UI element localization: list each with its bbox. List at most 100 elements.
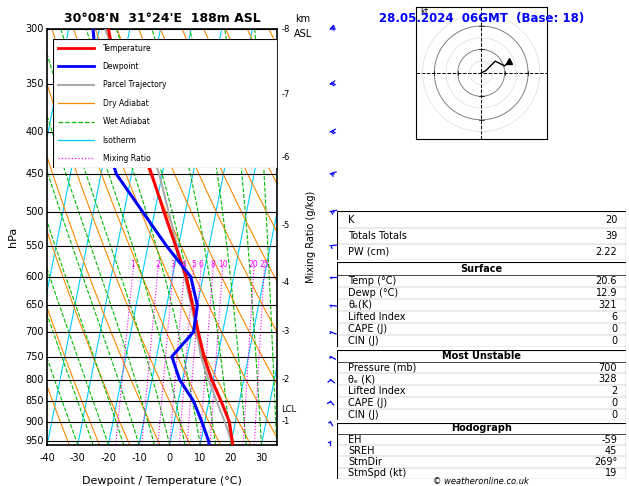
Text: Temp (°C): Temp (°C) (348, 276, 396, 286)
Text: CIN (J): CIN (J) (348, 336, 379, 347)
FancyBboxPatch shape (337, 423, 626, 479)
Text: PW (cm): PW (cm) (348, 247, 389, 257)
Text: -6: -6 (281, 153, 289, 162)
Text: 45: 45 (605, 446, 617, 456)
Text: 20: 20 (605, 214, 617, 225)
Text: 321: 321 (599, 300, 617, 310)
Text: Lifted Index: Lifted Index (348, 386, 406, 396)
Text: 900: 900 (26, 417, 44, 427)
Text: 20.6: 20.6 (596, 276, 617, 286)
Text: -1: -1 (281, 417, 289, 426)
Text: 700: 700 (26, 327, 44, 337)
Text: 950: 950 (26, 436, 44, 446)
Text: ASL: ASL (294, 29, 313, 39)
Text: -30: -30 (70, 453, 86, 464)
Text: 800: 800 (26, 375, 44, 384)
Text: 25: 25 (259, 260, 269, 269)
Text: 10: 10 (194, 453, 206, 464)
Text: 12.9: 12.9 (596, 288, 617, 298)
Text: Dewp (°C): Dewp (°C) (348, 288, 398, 298)
Text: Mixing Ratio: Mixing Ratio (103, 154, 150, 163)
Text: Hodograph: Hodograph (451, 423, 511, 434)
Text: 750: 750 (25, 351, 44, 362)
Text: 6: 6 (198, 260, 203, 269)
Text: 8: 8 (211, 260, 215, 269)
Text: -20: -20 (101, 453, 116, 464)
Text: 1: 1 (131, 260, 135, 269)
Text: CAPE (J): CAPE (J) (348, 398, 387, 408)
Text: Dry Adiabat: Dry Adiabat (103, 99, 148, 108)
Text: CIN (J): CIN (J) (348, 410, 379, 419)
Text: 500: 500 (26, 207, 44, 217)
Text: -40: -40 (39, 453, 55, 464)
Text: 6: 6 (611, 312, 617, 322)
Text: 0: 0 (611, 324, 617, 334)
Text: 600: 600 (26, 272, 44, 282)
Text: 39: 39 (605, 231, 617, 241)
Text: LCL: LCL (281, 405, 296, 414)
Text: 300: 300 (26, 24, 44, 34)
Text: Totals Totals: Totals Totals (348, 231, 407, 241)
Text: Surface: Surface (460, 263, 502, 274)
Text: 650: 650 (26, 300, 44, 311)
Text: 30: 30 (255, 453, 267, 464)
Text: -5: -5 (281, 221, 289, 230)
Text: Most Unstable: Most Unstable (442, 351, 521, 361)
Text: Wet Adiabat: Wet Adiabat (103, 117, 150, 126)
Text: θₑ(K): θₑ(K) (348, 300, 372, 310)
Text: 2: 2 (611, 386, 617, 396)
Text: 850: 850 (26, 396, 44, 406)
Text: -10: -10 (131, 453, 147, 464)
FancyBboxPatch shape (337, 262, 626, 347)
Text: -4: -4 (281, 278, 289, 287)
Text: Parcel Trajectory: Parcel Trajectory (103, 80, 166, 89)
Text: 550: 550 (25, 241, 44, 251)
FancyBboxPatch shape (337, 350, 626, 420)
Text: hPa: hPa (8, 227, 18, 247)
Text: 0: 0 (611, 336, 617, 347)
Text: 2: 2 (155, 260, 160, 269)
Text: StmSpd (kt): StmSpd (kt) (348, 468, 406, 478)
Text: -3: -3 (281, 328, 289, 336)
Text: 2.22: 2.22 (596, 247, 617, 257)
Text: © weatheronline.co.uk: © weatheronline.co.uk (433, 476, 529, 486)
Text: -7: -7 (281, 90, 289, 99)
Text: StmDir: StmDir (348, 457, 382, 467)
Text: -8: -8 (281, 25, 289, 34)
Text: EH: EH (348, 434, 362, 445)
FancyBboxPatch shape (53, 39, 277, 168)
Text: Lifted Index: Lifted Index (348, 312, 406, 322)
Text: Pressure (mb): Pressure (mb) (348, 363, 416, 373)
Text: CAPE (J): CAPE (J) (348, 324, 387, 334)
Text: 5: 5 (191, 260, 196, 269)
Text: 20: 20 (249, 260, 259, 269)
Text: 19: 19 (605, 468, 617, 478)
Text: 350: 350 (26, 79, 44, 89)
Text: Dewpoint / Temperature (°C): Dewpoint / Temperature (°C) (82, 476, 242, 486)
Text: Dewpoint: Dewpoint (103, 62, 139, 71)
Text: 0: 0 (611, 410, 617, 419)
Text: 30°08'N  31°24'E  188m ASL: 30°08'N 31°24'E 188m ASL (64, 12, 260, 25)
Text: 0: 0 (167, 453, 173, 464)
Text: 269°: 269° (594, 457, 617, 467)
Text: -59: -59 (601, 434, 617, 445)
Text: kt: kt (420, 7, 428, 17)
Text: km: km (296, 14, 311, 24)
Text: 10: 10 (218, 260, 227, 269)
Text: 28.05.2024  06GMT  (Base: 18): 28.05.2024 06GMT (Base: 18) (379, 12, 584, 25)
Text: 0: 0 (611, 398, 617, 408)
Text: Temperature: Temperature (103, 44, 151, 52)
Text: SREH: SREH (348, 446, 375, 456)
Text: 328: 328 (599, 374, 617, 384)
FancyBboxPatch shape (337, 211, 626, 260)
Text: Isotherm: Isotherm (103, 136, 136, 144)
Text: 20: 20 (225, 453, 237, 464)
Text: 700: 700 (599, 363, 617, 373)
Text: θₑ (K): θₑ (K) (348, 374, 376, 384)
Text: 3: 3 (170, 260, 175, 269)
Text: -2: -2 (281, 375, 289, 384)
Text: Mixing Ratio (g/kg): Mixing Ratio (g/kg) (306, 191, 316, 283)
Text: 450: 450 (26, 169, 44, 179)
Text: 400: 400 (26, 127, 44, 137)
Text: K: K (348, 214, 355, 225)
